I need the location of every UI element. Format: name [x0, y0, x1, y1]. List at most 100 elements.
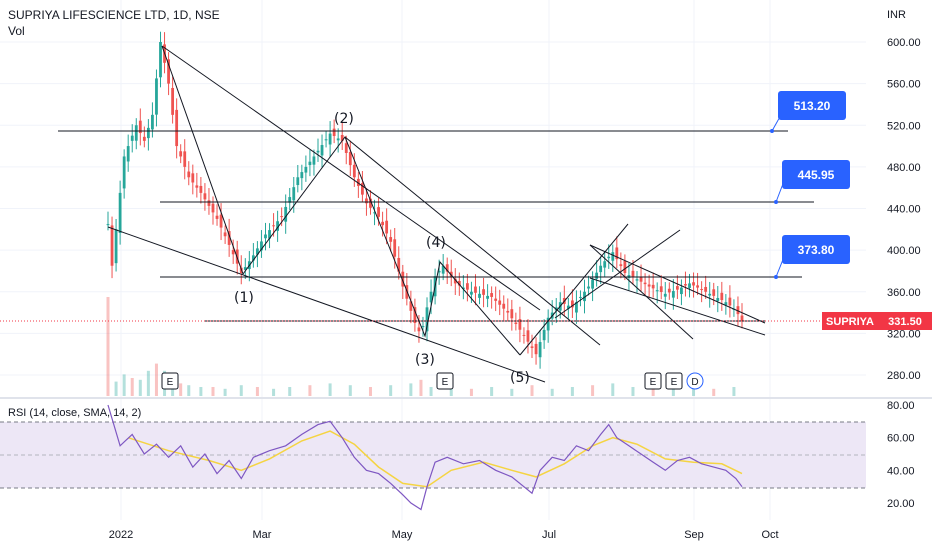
price-axis[interactable]: INR 600.00 560.00 520.00 480.00 440.00 400.00… — [887, 9, 921, 382]
candle-body-18 — [142, 136, 146, 141]
candle-body-112 — [332, 128, 336, 137]
candle-body-72 — [251, 255, 255, 261]
candle-body-6 — [118, 192, 122, 233]
volume-bar-27 — [469, 388, 473, 396]
volume-bar-23 — [409, 383, 413, 396]
candle-body-214 — [538, 342, 542, 358]
wave-label-2: (2) — [334, 111, 354, 127]
candle-body-160 — [429, 291, 433, 303]
volume-bar-5 — [146, 370, 150, 396]
candle-body-202 — [514, 322, 518, 325]
svg-text:E: E — [167, 377, 174, 388]
earnings-marker-1: E — [161, 372, 179, 390]
volume-bar-38 — [692, 388, 696, 396]
candle-body-166 — [441, 265, 445, 274]
candle-body-180 — [470, 291, 473, 295]
candle-body-128 — [365, 198, 368, 204]
candle-body-204 — [518, 319, 522, 330]
candle-body-212 — [534, 343, 538, 355]
dividend-marker: D — [686, 372, 704, 390]
trendline-mid — [344, 136, 601, 346]
volume-bar-11 — [199, 387, 203, 396]
candle-body-138 — [385, 220, 389, 234]
svg-text:E: E — [671, 377, 678, 388]
candle-body-92 — [292, 187, 296, 201]
candle-body-10 — [126, 146, 130, 162]
wave-labels: (1) (2) (3) (4) (5) — [234, 111, 530, 386]
candle-body-264 — [639, 277, 643, 282]
candle-body-98 — [304, 166, 308, 173]
candle-body-150 — [409, 301, 413, 311]
volume-bar-28 — [490, 387, 494, 396]
candle-body-132 — [373, 212, 376, 214]
time-tick-3: Jul — [542, 529, 556, 541]
candle-body-96 — [300, 172, 304, 179]
candle-body-292 — [696, 285, 699, 288]
volume-bar-16 — [272, 388, 276, 396]
price-tick-5: 400.00 — [887, 245, 921, 257]
candle-body-198 — [506, 310, 510, 313]
volume-bar-6 — [154, 363, 158, 396]
candle-body-14 — [134, 125, 138, 141]
candle-body-68 — [243, 267, 247, 270]
wave-path — [161, 45, 521, 356]
candle-body-16 — [138, 120, 142, 134]
rsi-tick-0: 80.00 — [887, 400, 915, 412]
earnings-marker-2: E — [436, 372, 454, 390]
price-callouts[interactable]: 513.20 445.95 373.80 — [770, 91, 850, 279]
rsi-axis[interactable]: 80.00 60.00 40.00 20.00 — [887, 400, 915, 510]
volume-bars — [106, 297, 736, 396]
candle-body-8 — [122, 156, 126, 189]
candle-body-118 — [344, 143, 348, 153]
candle-body-40 — [187, 171, 191, 178]
time-axis[interactable]: 2022 Mar May Jul Sep Oct — [109, 529, 779, 541]
candle-body-232 — [575, 302, 578, 313]
candle-body-244 — [599, 265, 603, 273]
candle-body-248 — [607, 256, 611, 259]
candle-body-12 — [130, 135, 134, 141]
candle-body-304 — [720, 292, 724, 301]
price-tick-2: 520.00 — [887, 120, 921, 132]
candle-body-300 — [712, 289, 716, 296]
candle-body-196 — [502, 303, 506, 309]
candle-body-154 — [417, 327, 421, 332]
volume-bar-29 — [510, 388, 514, 396]
candle-body-82 — [272, 225, 275, 227]
event-markers[interactable]: E E E E D — [161, 372, 704, 390]
candle-body-60 — [227, 231, 231, 245]
price-tick-8: 280.00 — [887, 370, 921, 382]
candle-body-234 — [579, 296, 582, 298]
volume-bar-26 — [449, 388, 453, 396]
trendlines[interactable] — [107, 45, 766, 383]
fork-a — [589, 244, 694, 340]
candle-body-86 — [280, 216, 284, 218]
candle-body-194 — [498, 300, 502, 305]
candle-body-42 — [191, 173, 195, 183]
candle-body-122 — [352, 164, 356, 178]
volume-bar-1 — [114, 381, 118, 396]
time-tick-4: Sep — [684, 529, 704, 541]
volume-bar-21 — [368, 387, 372, 396]
candle-body-74 — [256, 248, 259, 255]
symbol-title[interactable]: SUPRIYA LIFESCIENCE LTD, 1D, NSE — [8, 8, 220, 22]
candle-body-76 — [260, 241, 263, 251]
volume-bar-0 — [106, 297, 110, 396]
candle-body-156 — [421, 326, 425, 328]
callout-446: 445.95 — [774, 160, 850, 204]
candle-body-56 — [219, 214, 223, 228]
rsi-pane[interactable]: RSI (14, close, SMA, 14, 2) — [0, 404, 866, 511]
candle-body-100 — [308, 161, 312, 166]
candle-body-134 — [377, 207, 380, 217]
volume-bar-39 — [712, 388, 716, 396]
candle-body-104 — [316, 150, 320, 153]
volume-bar-13 — [223, 388, 227, 396]
candle-body-126 — [361, 183, 364, 195]
candle-body-38 — [183, 151, 187, 167]
candle-body-34 — [175, 109, 179, 147]
candle-body-278 — [667, 288, 671, 293]
last-price-value: 331.50 — [888, 316, 922, 328]
candle-body-284 — [680, 287, 683, 295]
horizontal-levels[interactable] — [58, 130, 814, 322]
candle-body-26 — [159, 42, 162, 78]
